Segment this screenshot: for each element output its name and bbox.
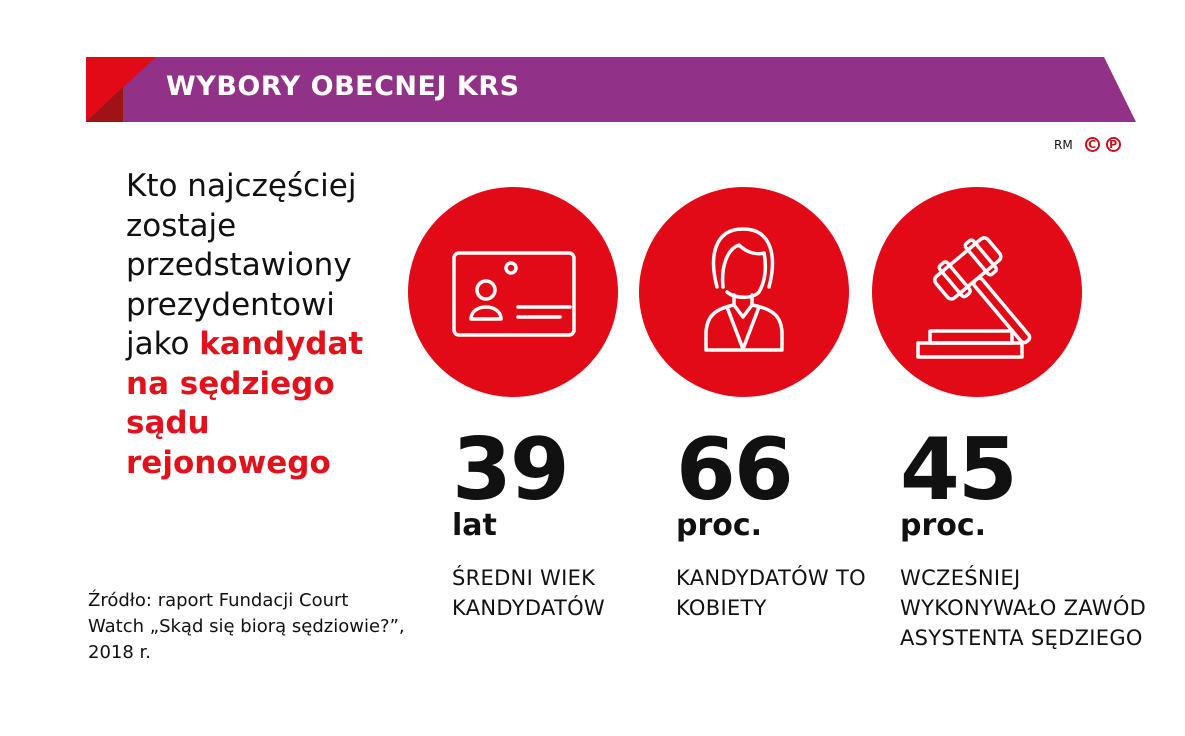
header-banner: WYBORY OBECNEJ KRS xyxy=(86,57,1136,122)
stat-unit: proc. xyxy=(900,508,987,543)
credit: RM C P xyxy=(1054,137,1121,152)
stat-description: WCZEŚNIEJ WYKONYWAŁO ZAWÓD ASYSTENTA SĘD… xyxy=(900,566,1147,650)
stat-women: 66 proc. KANDYDATÓW TO KOBIETY xyxy=(676,427,876,623)
page-title: WYBORY OBECNEJ KRS xyxy=(166,71,520,102)
lead-question: Kto najczęściej zostaje przedstawiony pr… xyxy=(126,167,386,483)
stat-value: 45 xyxy=(900,420,1018,520)
stat-circle-assistant xyxy=(872,187,1082,397)
stat-unit: proc. xyxy=(676,508,763,543)
stat-description: ŚREDNI WIEK KANDYDATÓW xyxy=(452,566,605,620)
stat-unit: lat xyxy=(452,508,497,543)
copyright-icon: C xyxy=(1084,137,1100,152)
stat-value: 66 xyxy=(676,420,794,520)
stat-description: KANDYDATÓW TO KOBIETY xyxy=(676,566,866,620)
lead-plain: Kto najczęściej zostaje przedstawiony pr… xyxy=(126,168,357,362)
stat-value: 39 xyxy=(452,420,570,520)
banner-shape xyxy=(86,57,1136,122)
stat-assistant: 45 proc. WCZEŚNIEJ WYKONYWAŁO ZAWÓD ASYS… xyxy=(900,427,1150,653)
source-note: Źródło: raport Fundacji Court Watch „Ską… xyxy=(88,590,405,663)
stat-circle-women xyxy=(639,187,849,397)
author-initials: RM xyxy=(1054,137,1073,152)
phonogram-icon: P xyxy=(1105,137,1121,152)
stat-age: 39 lat ŚREDNI WIEK KANDYDATÓW xyxy=(452,427,652,623)
id-card-icon xyxy=(452,251,576,337)
gavel-icon xyxy=(916,236,1032,359)
woman-avatar-icon xyxy=(704,227,784,352)
stat-circle-age xyxy=(408,187,618,397)
lead-highlight: kandydat na sędziego sądu rejonowego xyxy=(126,326,364,481)
